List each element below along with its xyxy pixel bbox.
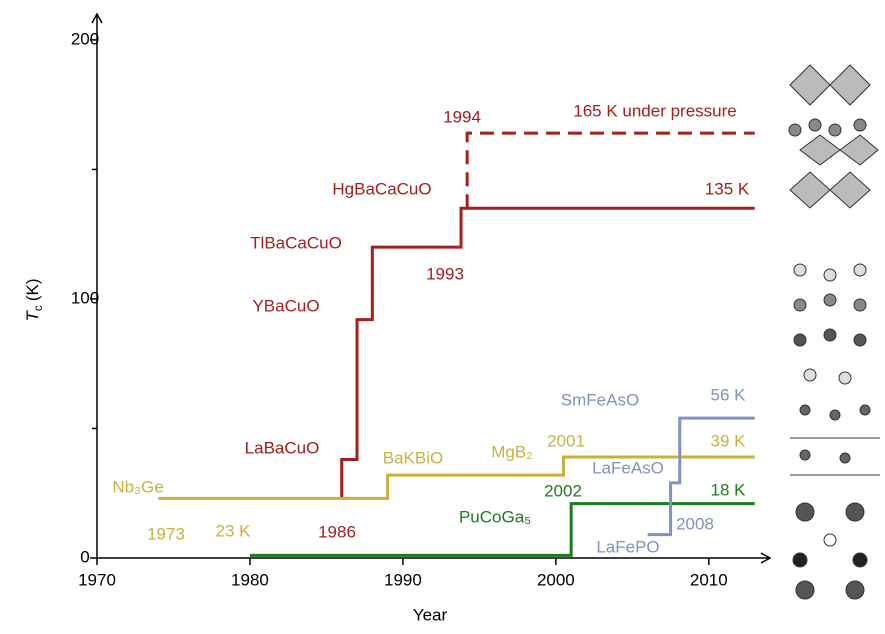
x-axis-label: Year	[413, 605, 448, 624]
annotation: 18 K	[711, 480, 747, 499]
annotation: 2001	[547, 431, 585, 450]
annotations: 1994 165 K under pressure HgBaCaCuO 135 …	[112, 101, 750, 556]
annotation: HgBaCaCuO	[332, 179, 431, 198]
annotation: 39 K	[711, 431, 747, 450]
annotation: 1994	[443, 107, 481, 126]
annotation: 1993	[426, 264, 464, 283]
y-label-subscript: c	[31, 305, 45, 311]
annotation: 23 K	[216, 521, 252, 540]
annotation: PuCoGa₅	[459, 507, 531, 526]
annotation: 2008	[676, 514, 714, 533]
step-line	[158, 457, 755, 498]
crystal-structures	[789, 65, 880, 599]
y-label-unit: (K)	[23, 278, 42, 301]
y-tick-label: 200	[71, 29, 99, 48]
annotation: MgB₂	[491, 442, 533, 461]
annotation: YBaCuO	[252, 296, 319, 315]
annotation: TlBaCaCuO	[250, 233, 342, 252]
x-tick-label: 1980	[231, 570, 269, 589]
y-tick-label: 0	[80, 547, 89, 566]
annotation: 56 K	[711, 385, 747, 404]
x-tick-label: 2010	[690, 570, 728, 589]
annotation: LaFePO	[596, 537, 659, 556]
annotation: LaFeAsO	[592, 458, 664, 477]
annotation: 135 K	[705, 179, 750, 198]
annotation: Nb₃Ge	[112, 477, 163, 496]
annotation: 165 K under pressure	[573, 101, 737, 120]
annotation: 1986	[318, 522, 356, 541]
annotation: 1973	[147, 524, 185, 543]
annotation: SmFeAsO	[561, 390, 639, 409]
x-tick-label: 2000	[537, 570, 575, 589]
y-axis-label: Tc(K)	[23, 278, 45, 321]
annotation: 2002	[544, 481, 582, 500]
x-tick-label: 1990	[384, 570, 422, 589]
annotation: BaKBiO	[383, 448, 443, 467]
x-tick-label: 1970	[78, 570, 116, 589]
chart: 1994 165 K under pressure HgBaCaCuO 135 …	[0, 0, 885, 629]
annotation: LaBaCuO	[245, 438, 320, 457]
y-tick-label: 100	[71, 288, 99, 307]
